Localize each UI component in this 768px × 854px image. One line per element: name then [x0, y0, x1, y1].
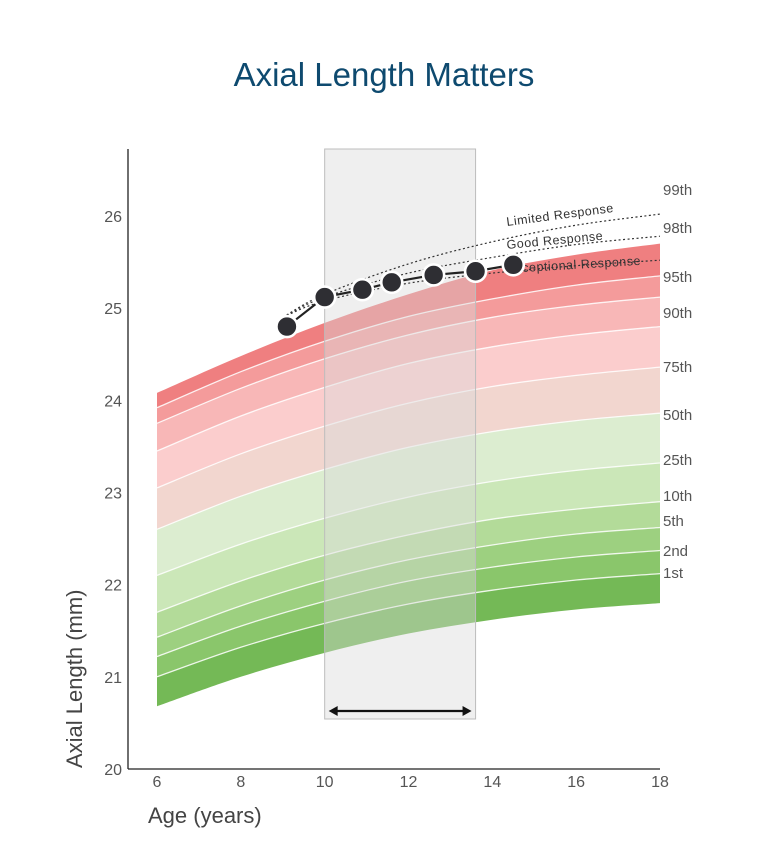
- response-curve-label: Limited Response: [506, 201, 615, 229]
- band-99th: [157, 243, 660, 408]
- band-75th: [157, 367, 660, 530]
- percentile-label-98th: 98th: [663, 220, 692, 237]
- x-tick-label: 6: [153, 774, 162, 791]
- y-axis-title: Axial Length (mm): [62, 589, 87, 768]
- x-tick-label: 12: [400, 774, 418, 791]
- x-tick-label: 18: [651, 774, 669, 791]
- percentile-label-75th: 75th: [663, 359, 692, 376]
- band-divider: [156, 296, 661, 424]
- patient-data-point: [312, 285, 337, 309]
- band-10th: [157, 501, 660, 638]
- axes: 20 21 22 23 24 25 26 6 8 10 12 14 16 18: [104, 149, 669, 791]
- band-90th: [157, 326, 660, 488]
- band-divider: [156, 275, 661, 409]
- x-tick-label: 16: [567, 774, 585, 791]
- response-curve: [282, 213, 660, 318]
- patient-measurements: [275, 253, 526, 339]
- band-divider: [156, 366, 661, 489]
- patient-data-point: [275, 314, 299, 339]
- band-25th: [157, 463, 660, 613]
- band-divider: [156, 549, 661, 658]
- band-5th: [157, 527, 660, 657]
- y-tick-label: 23: [104, 485, 122, 502]
- response-curve-label: Good Response: [506, 229, 604, 252]
- percentile-label-2nd: 2nd: [663, 543, 688, 560]
- patient-data-point: [379, 270, 404, 295]
- x-tick-label: 14: [483, 774, 501, 791]
- patient-data-point: [501, 253, 526, 277]
- percentile-labels: 1st 2nd 5th 10th 25th 50th 75th 90th 95th 98th 99t…: [663, 182, 692, 582]
- percentile-label-90th: 90th: [663, 305, 692, 322]
- treatment-window-box: [324, 148, 477, 720]
- chart-title: Axial Length Matters: [233, 56, 535, 93]
- percentile-label-95th: 95th: [663, 269, 692, 286]
- arrowhead-left-icon: [328, 706, 338, 716]
- arrowhead-right-icon: [462, 706, 472, 716]
- band-98th: [157, 275, 660, 424]
- y-tick-label: 24: [104, 393, 122, 410]
- y-tick-label: 20: [104, 762, 122, 779]
- band-divider: [156, 412, 661, 530]
- band-50th: [157, 413, 660, 576]
- y-tick-label: 26: [104, 209, 122, 226]
- band-2nd: [157, 550, 660, 677]
- band-divider: [156, 526, 661, 638]
- percentile-bands: [156, 243, 661, 707]
- y-tick-label: 25: [104, 301, 122, 318]
- patient-data-point: [421, 263, 446, 287]
- percentile-label-50th: 50th: [663, 407, 692, 424]
- percentile-label-10th: 10th: [663, 488, 692, 505]
- x-tick-label: 10: [316, 774, 334, 791]
- percentile-label-25th: 25th: [663, 452, 692, 469]
- patient-data-point: [463, 259, 488, 284]
- x-tick-label: 8: [236, 774, 245, 791]
- band-95th: [157, 297, 660, 451]
- patient-data-point: [350, 277, 375, 302]
- band-divider: [156, 572, 661, 678]
- y-tick-label: 21: [104, 670, 122, 687]
- percentile-label-99th: 99th: [663, 182, 692, 199]
- treatment-window: [324, 148, 477, 720]
- band-1st: [157, 573, 660, 707]
- y-tick-label: 22: [104, 578, 122, 595]
- band-divider: [156, 325, 661, 452]
- percentile-label-5th: 5th: [663, 513, 684, 530]
- band-divider: [156, 501, 661, 613]
- band-divider: [156, 462, 661, 577]
- x-axis-title: Age (years): [148, 803, 262, 828]
- percentile-label-1st: 1st: [663, 565, 684, 582]
